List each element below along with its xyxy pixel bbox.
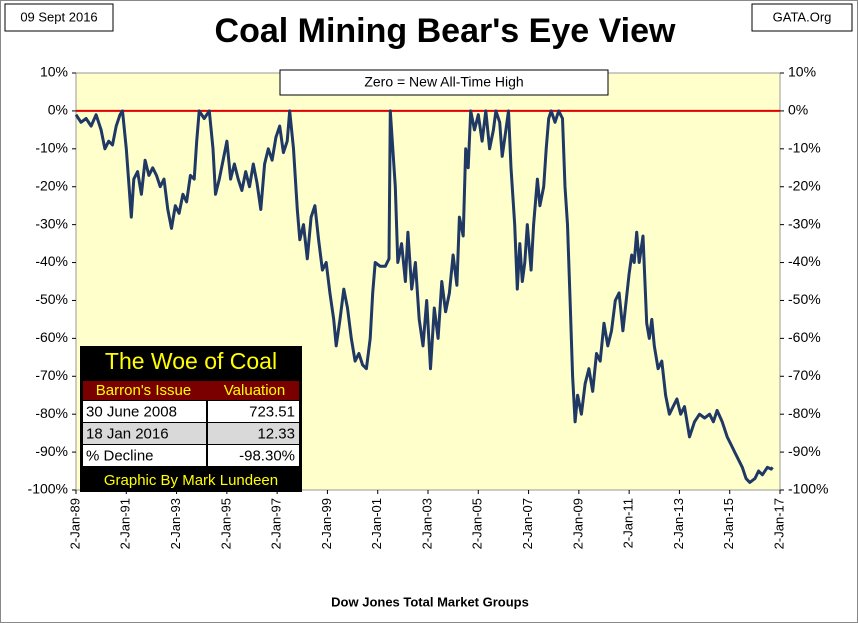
table-cell: 30 June 2008 xyxy=(86,403,177,420)
y-tick-label: -60% xyxy=(35,329,68,345)
table-row-bg xyxy=(208,445,299,466)
table-row-bg xyxy=(83,401,206,422)
y2-tick-label: -10% xyxy=(788,140,821,156)
chart-title: Coal Mining Bear's Eye View xyxy=(215,12,676,50)
table-cell: % Decline xyxy=(86,447,154,464)
x-tick-label: 2-Jan-07 xyxy=(520,498,535,549)
y2-tick-label: -60% xyxy=(788,329,821,345)
date-label: 09 Sept 2016 xyxy=(20,9,97,24)
y-tick-label: -50% xyxy=(35,291,68,307)
x-tick-label: 2-Jan-99 xyxy=(319,498,334,549)
y-tick-label: -70% xyxy=(35,367,68,383)
x-tick-label: 2-Jan-15 xyxy=(721,498,736,549)
x-tick-label: 2-Jan-91 xyxy=(118,498,133,549)
table-footer: Graphic By Mark Lundeen xyxy=(104,472,278,489)
table-row-bg xyxy=(83,423,206,444)
x-tick-label: 2-Jan-09 xyxy=(570,498,585,549)
x-tick-label: 2-Jan-89 xyxy=(67,498,82,549)
y-tick-label: -90% xyxy=(35,443,68,459)
y-tick-label: 10% xyxy=(40,64,68,80)
y2-tick-label: -80% xyxy=(788,405,821,421)
annotation-box xyxy=(279,69,609,96)
x-tick-label: 2-Jan-11 xyxy=(621,498,636,548)
x-tick-label: 2-Jan-13 xyxy=(671,498,686,549)
table-cell: 18 Jan 2016 xyxy=(86,425,169,442)
y2-tick-label: -50% xyxy=(788,291,821,307)
y-tick-label: -20% xyxy=(35,177,68,193)
y-tick-label: 0% xyxy=(48,102,68,118)
source-label: GATA.Org xyxy=(773,9,832,24)
x-tick-label: 2-Jan-93 xyxy=(168,498,183,549)
table-row-bg xyxy=(208,423,299,444)
table-header: Valuation xyxy=(224,382,285,399)
x-tick-label: 2-Jan-01 xyxy=(369,498,384,549)
data-line xyxy=(74,109,774,484)
annotation: Zero = New All-Time High xyxy=(364,74,523,90)
x-axis-label: Dow Jones Total Market Groups xyxy=(331,594,529,609)
table-row-bg xyxy=(83,445,206,466)
x-tick-label: 2-Jan-17 xyxy=(771,498,786,549)
source-box xyxy=(751,3,853,32)
y2-tick-label: -70% xyxy=(788,367,821,383)
table-header: Barron's Issue xyxy=(96,382,191,399)
x-tick-label: 2-Jan-05 xyxy=(470,498,485,549)
y2-tick-label: -20% xyxy=(788,177,821,193)
y2-tick-label: -40% xyxy=(788,253,821,269)
y-tick-label: -80% xyxy=(35,405,68,421)
y2-tick-label: 10% xyxy=(788,64,816,80)
x-tick-label: 2-Jan-95 xyxy=(218,498,233,549)
y-tick-label: -30% xyxy=(35,215,68,231)
y-tick-label: -100% xyxy=(28,481,68,497)
y2-tick-label: -100% xyxy=(788,481,828,497)
table-row-bg xyxy=(208,401,299,422)
table-title: The Woe of Coal xyxy=(105,348,277,374)
x-tick-label: 2-Jan-97 xyxy=(269,498,284,549)
table-header-bg xyxy=(83,381,299,400)
table-cell: 12.33 xyxy=(257,425,295,442)
table-cell: 723.51 xyxy=(249,403,295,420)
y-tick-label: -10% xyxy=(35,140,68,156)
y2-tick-label: 0% xyxy=(788,102,808,118)
table-cell: -98.30% xyxy=(239,447,295,464)
y2-tick-label: -90% xyxy=(788,443,821,459)
date-box xyxy=(4,3,114,32)
x-tick-label: 2-Jan-03 xyxy=(419,498,434,549)
y2-tick-label: -30% xyxy=(788,215,821,231)
y-tick-label: -40% xyxy=(35,253,68,269)
